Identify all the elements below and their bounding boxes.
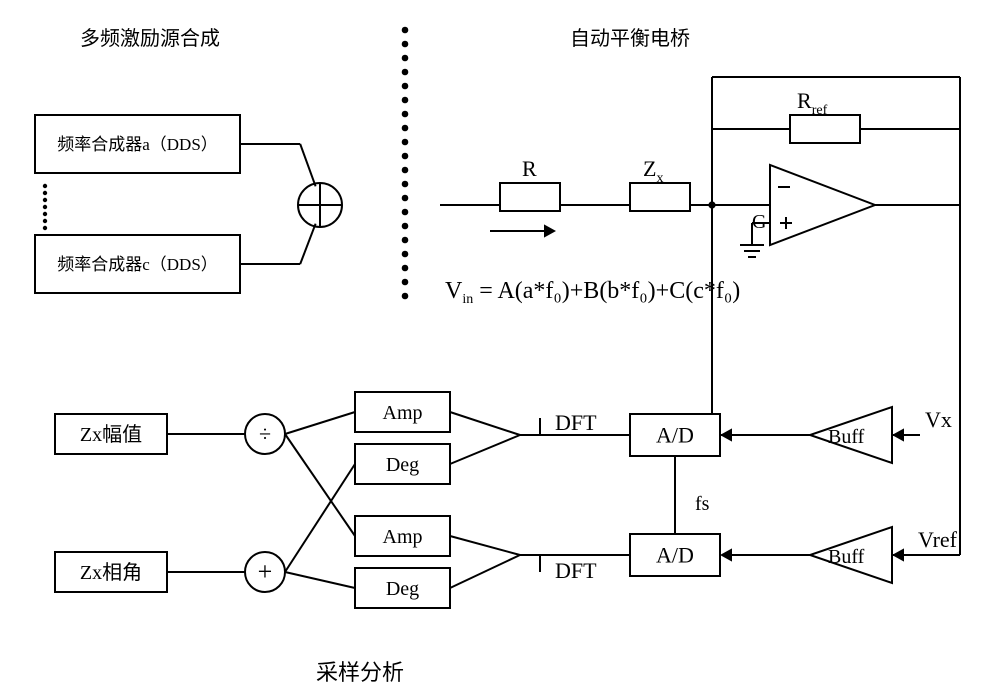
svg-text:Amp: Amp — [383, 526, 423, 548]
svg-text:fs: fs — [695, 493, 710, 515]
svg-text:DFT: DFT — [555, 558, 597, 583]
title-right: 自动平衡电桥 — [570, 27, 690, 50]
svg-text:DFT: DFT — [555, 410, 597, 435]
svg-text:频率合成器c（DDS）: 频率合成器c（DDS） — [57, 255, 218, 274]
svg-text:R: R — [522, 156, 537, 181]
title-bottom: 采样分析 — [316, 660, 404, 685]
vin-equation: Vin = A(a*f₀)+B(b*f₀)+C(c*f₀) — [445, 278, 740, 307]
svg-text:Zx相角: Zx相角 — [80, 561, 142, 584]
svg-text:G: G — [752, 211, 766, 233]
svg-text:A/D: A/D — [656, 543, 694, 568]
svg-text:Deg: Deg — [386, 578, 419, 600]
svg-text:Amp: Amp — [383, 402, 423, 424]
diagram-canvas: 多频激励源合成 自动平衡电桥采样分析 频率合成器a（DDS） 频率合成器c（DDS） R… — [0, 0, 1000, 694]
svg-text:A/D: A/D — [656, 423, 694, 448]
svg-text:Vref: Vref — [918, 527, 958, 552]
title-left: 多频激励源合成 — [80, 27, 220, 50]
svg-text:+: + — [258, 557, 273, 586]
svg-text:Buff: Buff — [828, 546, 865, 568]
svg-text:÷: ÷ — [259, 421, 271, 446]
svg-text:Buff: Buff — [828, 426, 865, 448]
svg-text:Deg: Deg — [386, 454, 419, 476]
svg-text:Vx: Vx — [925, 407, 952, 432]
svg-text:频率合成器a（DDS）: 频率合成器a（DDS） — [57, 135, 218, 154]
svg-text:Zx幅值: Zx幅值 — [80, 423, 142, 446]
